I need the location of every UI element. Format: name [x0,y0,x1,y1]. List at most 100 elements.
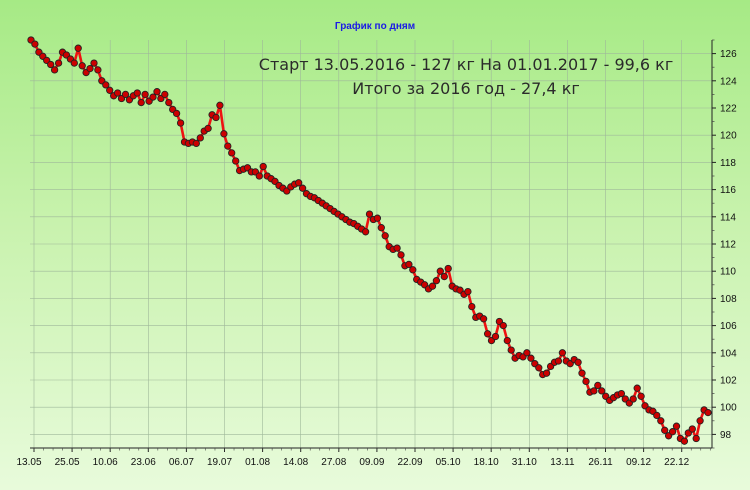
x-ticks: 13.05 25.05 10.06 23.06 06.07 19.07 01.08 14.08… [16,448,711,468]
x-tick-label: 27.08 [321,457,346,468]
x-tick-label: 22.09 [397,457,422,468]
y-tick-label: 116 [720,185,736,196]
data-point [468,302,476,311]
data-point [165,98,173,107]
data-point [704,408,712,417]
data-point [554,357,563,365]
data-point [499,321,507,330]
data-point [141,90,149,99]
data-point [259,162,267,171]
chart-title: График по дням [334,21,416,32]
data-point [578,369,586,377]
x-tick-label: 23.06 [131,457,156,468]
data-point [176,119,185,127]
y-tick-label: 112 [720,240,736,251]
data-point [255,172,263,180]
data-point [661,426,669,434]
x-tick-label: 01.08 [245,457,270,468]
data-point [232,157,240,165]
y-tick-label: 118 [720,158,736,169]
data-point [196,134,204,142]
data-point [523,349,531,357]
data-point [668,428,677,436]
data-point [106,86,114,94]
data-point [50,66,59,74]
data-point [672,422,681,430]
data-point [228,149,236,157]
x-tick-label: 19.07 [207,457,232,468]
data-point [78,62,86,70]
data-point [633,384,641,392]
data-point [212,113,220,122]
y-tick-label: 122 [720,104,737,115]
data-point [373,214,382,222]
data-point [133,89,141,97]
data-point [204,124,212,133]
data-point [361,228,370,236]
x-tick-label: 18.10 [474,457,499,468]
x-tick-label: 06.07 [169,457,194,468]
data-point [216,101,224,109]
data-point [479,315,488,323]
data-point [298,184,307,192]
x-tick-label: 14.08 [283,457,308,468]
y-tick-label: 102 [720,376,737,387]
data-point [440,272,448,281]
data-point [629,395,637,403]
x-tick-label: 05.10 [436,457,461,468]
data-point [432,277,441,285]
data-point [436,267,444,275]
data-point [220,130,228,138]
data-point [161,90,169,99]
data-point [113,89,122,97]
data-point [397,251,405,259]
data-point [94,66,102,74]
data-point [617,389,626,398]
y-tick-label: 126 [720,49,737,60]
y-tick-label: 120 [720,131,737,142]
data-point [542,369,551,377]
y-tick-label: 104 [720,348,737,359]
y-ticks: 98 100 102 104 106 108 110 112 114 116 118 120 122 12… [712,39,737,449]
data-point [31,40,39,48]
data-point [54,59,63,67]
x-tick-label: 22.12 [664,457,689,468]
series-line [27,36,712,445]
y-tick-label: 110 [720,267,736,278]
data-point [464,287,472,296]
data-point [137,98,145,107]
data-point [153,88,161,96]
x-tick-label: 26.11 [588,457,613,468]
x-tick-label: 09.09 [359,457,384,468]
x-tick-label: 25.05 [55,457,80,468]
data-point [657,417,665,425]
data-point [405,260,413,269]
x-tick-label: 13.05 [16,457,41,468]
data-point [381,232,389,240]
data-point [295,179,303,187]
y-tick-label: 124 [720,76,737,87]
data-point [696,417,704,425]
annotation-line-1: Старт 13.05.2016 - 127 кг На 01.01.2017 … [259,55,673,74]
y-tick-label: 108 [720,294,737,305]
data-point [503,336,511,345]
data-point [377,224,385,232]
y-tick-label: 114 [720,212,736,223]
data-point [70,59,78,67]
data-point [653,411,661,420]
data-point [393,244,401,252]
y-tick-label: 100 [720,403,737,414]
x-tick-label: 31.10 [512,457,537,468]
data-point [582,377,590,386]
data-point [491,332,500,341]
data-point [680,437,689,445]
data-point [428,282,437,290]
data-point [86,64,94,73]
data-point [688,425,696,433]
data-point [483,330,492,338]
data-point [121,90,130,99]
y-tick-label: 98 [720,430,732,441]
data-point [598,387,606,395]
